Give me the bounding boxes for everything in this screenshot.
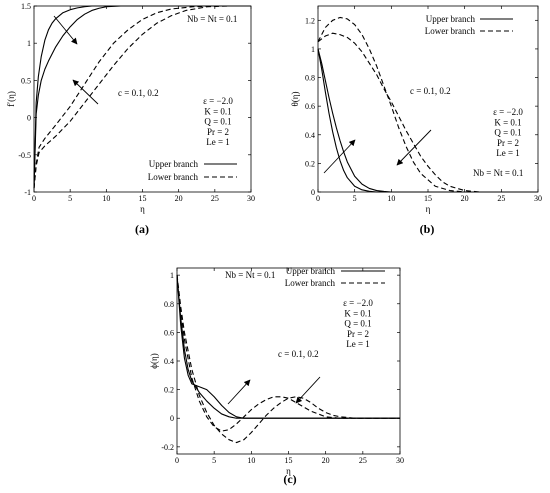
panel-caption: (b): [420, 222, 435, 236]
x-tick-label: 20: [461, 194, 469, 203]
series-line-dashed-3: [33, 5, 251, 189]
x-tick-label: 0: [316, 194, 320, 203]
y-axis-label: f′(η): [6, 91, 16, 107]
series-line-solid-1: [317, 48, 538, 193]
y-tick-label: 1: [170, 271, 174, 280]
panel-caption: (a): [135, 222, 149, 236]
y-tick-label: 1.5: [21, 2, 31, 11]
x-tick-label: 25: [497, 194, 505, 203]
y-axis-label: θ(η): [290, 91, 300, 106]
annotation-param: Le = 1: [206, 137, 230, 147]
annotation-param: ε = −2.0: [343, 298, 373, 308]
y-tick-label: 0.8: [305, 74, 315, 83]
series-line-dashed-2: [33, 5, 251, 189]
annotation-param: ε = −2.0: [493, 107, 523, 117]
y-tick-label: 1: [311, 45, 315, 54]
direction-arrow: [227, 379, 251, 405]
y-tick-label: 1.2: [305, 16, 315, 25]
y-tick-label: -0.5: [18, 151, 31, 160]
x-axis-label: η: [140, 204, 145, 214]
annotation-param: K = 0.1: [204, 106, 231, 116]
series-line-dashed-2: [176, 275, 400, 432]
annotation-param: Pr = 2: [207, 127, 229, 137]
x-tick-label: 10: [387, 194, 395, 203]
annotation-param: Pr = 2: [347, 329, 369, 339]
x-tick-label: 30: [534, 194, 542, 203]
annotation-param: Q = 0.1: [204, 117, 231, 127]
annotation-param: K = 0.1: [494, 117, 521, 127]
panel-caption: (c): [283, 472, 296, 486]
x-tick-label: 30: [396, 456, 404, 465]
direction-arrow: [295, 376, 321, 404]
x-tick-label: 5: [353, 194, 357, 203]
x-tick-label: 30: [247, 194, 255, 203]
x-tick-label: 5: [68, 194, 72, 203]
legend-label: Upper branch: [426, 14, 476, 24]
y-tick-label: 0: [170, 414, 174, 423]
x-tick-label: 10: [247, 456, 255, 465]
annotation-c-values: c = 0.1, 0.2: [118, 88, 159, 98]
direction-arrow: [396, 129, 432, 166]
y-tick-label: 1: [27, 39, 31, 48]
legend-label: Upper branch: [149, 159, 199, 169]
direction-arrow: [72, 79, 99, 105]
x-tick-label: 20: [175, 194, 183, 203]
annotation-param: K = 0.1: [344, 308, 371, 318]
series-line-solid-1: [176, 275, 400, 419]
legend-label: Upper branch: [286, 266, 336, 276]
annotation-c-values: c = 0.1, 0.2: [278, 349, 319, 359]
y-tick-label: 0.2: [305, 159, 315, 168]
y-tick-label: 0.2: [164, 386, 174, 395]
y-axis-label: ϕ(η): [149, 353, 159, 368]
x-tick-label: 15: [285, 456, 293, 465]
x-tick-label: 10: [102, 194, 110, 203]
y-tick-label: -1: [24, 188, 31, 197]
y-tick-label: 0.5: [21, 76, 31, 85]
x-tick-label: 20: [322, 456, 330, 465]
annotation-param: Le = 1: [496, 148, 520, 158]
annotation-c-values: c = 0.1, 0.2: [410, 86, 451, 96]
y-tick-label: 0.4: [164, 357, 174, 366]
x-tick-label: 0: [32, 194, 36, 203]
y-tick-label: 0.8: [164, 300, 174, 309]
series-line-solid-0: [317, 48, 538, 193]
legend-label: Lower branch: [285, 278, 336, 288]
annotation-nb-nt: Nb = Nt = 0.1: [473, 168, 523, 178]
annotation-param: Q = 0.1: [494, 128, 521, 138]
legend-label: Lower branch: [425, 26, 476, 36]
annotation-param: Q = 0.1: [344, 319, 371, 329]
x-tick-label: 15: [139, 194, 147, 203]
annotation-nb-nt: Nb = Nt = 0.1: [187, 14, 237, 24]
x-tick-label: 15: [424, 194, 432, 203]
x-tick-label: 25: [211, 194, 219, 203]
x-tick-label: 5: [212, 456, 216, 465]
series-line-solid-1: [33, 5, 251, 189]
legend-label: Lower branch: [148, 172, 199, 182]
x-tick-label: 0: [175, 456, 179, 465]
direction-arrow: [323, 139, 356, 174]
plot-frame: [176, 267, 401, 455]
panel-a: 0 5 10 15 20 25 30 -1 -0.5 0 0.5 1 1.5 η f′(η) Nb = Nt …: [6, 2, 255, 236]
y-tick-label: 0: [311, 188, 315, 197]
annotation-param: ε = −2.0: [203, 96, 233, 106]
y-tick-label: 0.4: [305, 131, 315, 140]
x-axis-label: η: [286, 466, 291, 476]
annotation-param: Le = 1: [346, 339, 370, 349]
x-axis-label: η: [426, 204, 431, 214]
y-tick-label: 0.6: [305, 102, 315, 111]
annotation-nb-nt: Nb = Nt = 0.1: [225, 270, 275, 280]
series-line-dashed-2: [317, 16, 538, 193]
x-tick-label: 25: [359, 456, 367, 465]
y-tick-label: 0.6: [164, 328, 174, 337]
y-tick-label: -0.2: [161, 443, 174, 452]
y-tick-label: 0: [27, 114, 31, 123]
series-line-dashed-3: [317, 32, 538, 193]
series-line-dashed-3: [176, 275, 400, 444]
direction-arrow: [53, 15, 78, 45]
panel-b: 0 5 10 15 20 25 30 0 0.2 0.4 0.6 0.8 1 1.2 η θ(η) Nb = N…: [290, 5, 542, 236]
annotation-param: Pr = 2: [497, 138, 519, 148]
